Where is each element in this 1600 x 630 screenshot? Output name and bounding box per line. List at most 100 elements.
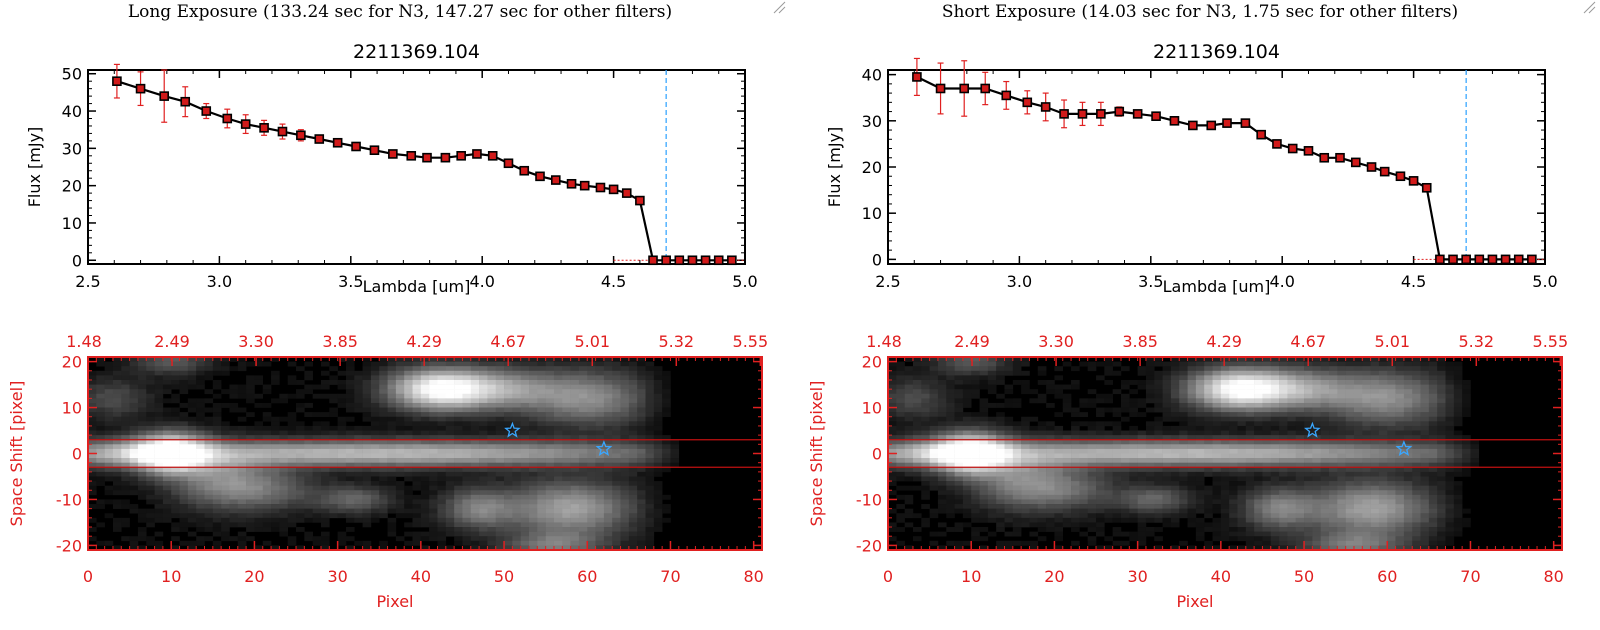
image-pixel [1353,462,1363,468]
image-pixel [470,361,480,367]
image-pixel [620,462,630,468]
image-pixel [628,481,638,486]
x-tick-label: 5.0 [1532,272,1557,291]
image-pixel [595,490,605,496]
image-pixel [137,481,147,486]
image-pixel [287,458,297,463]
image-pixel [553,499,563,505]
image-pixel [104,513,114,519]
image-pixel [504,435,513,441]
image-pixel [520,444,530,450]
image-pixel [1295,389,1305,395]
image-pixel [1237,448,1247,454]
image-pixel [179,389,189,395]
image-pixel [1329,361,1338,367]
image-pixel [495,444,505,450]
image-pixel [520,439,530,445]
image-pixel [445,476,455,482]
image-pixel [1187,361,1197,367]
image-pixel [304,402,313,408]
image-pixel [996,430,1005,436]
image-pixel [237,384,247,390]
image-pixel [1320,402,1330,408]
image-pixel [387,398,397,404]
data-point [912,72,922,82]
image-pixel [187,485,197,491]
image-pixel [912,425,922,431]
image-pixel [229,430,239,436]
image-pixel [1345,458,1355,463]
image-pixel [1362,375,1371,381]
image-pixel [1145,361,1155,367]
image-pixel [1428,462,1438,468]
image-pixel [971,384,980,390]
image-pixel [329,467,338,473]
image-pixel [287,412,297,418]
image-pixel [296,513,305,519]
image-pixel [1337,448,1346,454]
image-pixel [237,467,247,473]
image-pixel [479,485,488,491]
image-pixel [395,375,405,381]
image-pixel [1029,398,1039,404]
image-pixel [971,379,980,385]
image-pixel [1279,361,1288,367]
image-pixel [187,476,197,482]
image-pixel [537,389,546,395]
image-pixel [1420,366,1430,372]
image-pixel [88,393,97,399]
image-pixel [1054,435,1064,441]
image-pixel [1029,389,1039,395]
image-pixel [971,444,980,450]
image-pixel [221,471,230,477]
image-pixel [1004,435,1014,441]
image-pixel [329,471,338,477]
image-pixel [296,444,305,450]
image-pixel [1378,379,1388,385]
image-pixel [237,481,247,486]
image-pixel [1195,357,1205,362]
image-pixel [88,402,97,408]
image-pixel [387,435,397,441]
image-pixel [404,467,413,473]
image-pixel [1295,407,1305,413]
image-pixel [1304,453,1313,459]
image-pixel [254,485,264,491]
image-pixel [1312,458,1321,463]
image-pixel [1304,375,1313,381]
image-pixel [545,494,555,500]
image-pixel [1403,462,1413,468]
image-pixel [479,458,488,463]
image-pixel [362,412,372,418]
image-pixel [1054,462,1064,468]
image-pixel [262,439,272,445]
image-pixel [1353,430,1363,436]
image-pixel [587,540,596,546]
image-pixel [479,379,488,385]
image-pixel [246,384,255,390]
image-pixel [237,407,247,413]
image-pixel [653,416,663,422]
image-pixel [937,389,947,395]
image-pixel [1437,361,1446,367]
image-pixel [462,481,472,486]
image-pixel [479,499,488,505]
image-pixel [888,375,897,381]
image-pixel [578,531,588,537]
image-pixel [628,494,638,500]
image-pixel [296,508,305,514]
image-pixel [1420,357,1430,362]
image-pixel [912,370,922,376]
image-pixel [1412,458,1421,463]
image-pixel [279,531,288,537]
image-pixel [612,379,621,385]
top-tick-label: 1.48 [66,332,102,351]
image-pixel [645,485,655,491]
image-pixel [404,499,413,505]
image-pixel [595,462,605,468]
image-pixel [146,393,155,399]
image-pixel [1204,435,1213,441]
image-pixel [387,467,397,473]
image-pixel [445,430,455,436]
image-pixel [1137,467,1147,473]
